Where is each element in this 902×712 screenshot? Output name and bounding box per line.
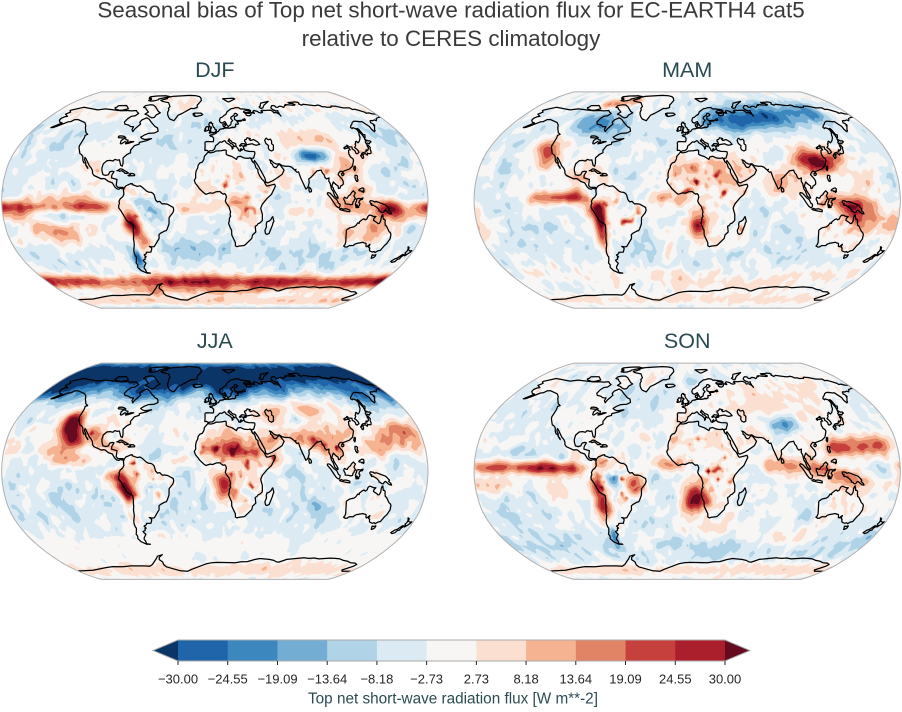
svg-text:13.64: 13.64	[560, 672, 593, 687]
svg-text:DJF: DJF	[195, 58, 234, 82]
svg-text:−8.18: −8.18	[360, 672, 393, 687]
svg-text:−30.00: −30.00	[158, 672, 198, 687]
svg-text:30.00: 30.00	[709, 672, 742, 687]
svg-text:19.09: 19.09	[609, 672, 642, 687]
svg-text:JJA: JJA	[197, 329, 234, 353]
svg-text:8.18: 8.18	[513, 672, 538, 687]
svg-text:relative to CERES climatology: relative to CERES climatology	[302, 26, 601, 51]
svg-text:2.73: 2.73	[464, 672, 489, 687]
svg-text:−13.64: −13.64	[307, 672, 347, 687]
svg-text:Top net short-wave radiation f: Top net short-wave radiation flux [W m**…	[308, 691, 598, 708]
svg-text:24.55: 24.55	[659, 672, 692, 687]
svg-text:−19.09: −19.09	[257, 672, 297, 687]
svg-text:−24.55: −24.55	[208, 672, 248, 687]
svg-text:−2.73: −2.73	[410, 672, 443, 687]
svg-text:Seasonal bias of Top net short: Seasonal bias of Top net short-wave radi…	[97, 0, 804, 23]
svg-text:SON: SON	[664, 329, 711, 353]
svg-text:MAM: MAM	[662, 58, 712, 82]
